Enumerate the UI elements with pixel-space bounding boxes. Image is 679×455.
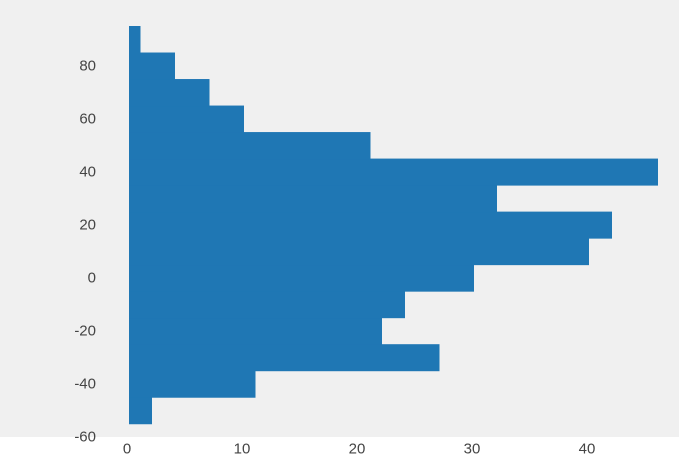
y-tick-label: -60 bbox=[74, 429, 96, 446]
x-tick-label: 10 bbox=[234, 441, 251, 455]
y-tick-label: -40 bbox=[74, 375, 96, 392]
x-tick-label: 0 bbox=[123, 441, 131, 455]
histogram-bar bbox=[129, 344, 440, 372]
y-tick-label: 60 bbox=[79, 110, 96, 127]
y-tick-labels: 80 60 40 20 0 -20 -40 -60 bbox=[74, 57, 96, 445]
x-tick-label: 40 bbox=[579, 441, 596, 455]
histogram-bar bbox=[129, 26, 141, 54]
x-tick-label: 30 bbox=[464, 441, 481, 455]
histogram-bar bbox=[129, 317, 382, 345]
x-tick-label: 20 bbox=[349, 441, 366, 455]
y-tick-label: 0 bbox=[88, 269, 96, 286]
y-tick-label: 40 bbox=[79, 163, 96, 180]
histogram-bar bbox=[129, 185, 497, 213]
x-tick-labels: 0 10 20 30 40 bbox=[123, 441, 596, 455]
histogram-bar bbox=[129, 211, 612, 239]
histogram-bar bbox=[129, 370, 256, 398]
histogram-bar bbox=[129, 105, 244, 133]
histogram-bar bbox=[129, 52, 175, 80]
histogram-bar bbox=[129, 158, 658, 186]
histogram-bar bbox=[129, 238, 589, 266]
y-tick-label: 20 bbox=[79, 216, 96, 233]
histogram-bar bbox=[129, 264, 474, 292]
y-tick-label: 80 bbox=[79, 57, 96, 74]
histogram-bar bbox=[129, 397, 152, 425]
y-tick-label: -20 bbox=[74, 322, 96, 339]
histogram-bar bbox=[129, 79, 210, 107]
bars-group bbox=[129, 26, 658, 425]
histogram-bar bbox=[129, 291, 405, 319]
histogram-bar bbox=[129, 132, 371, 160]
